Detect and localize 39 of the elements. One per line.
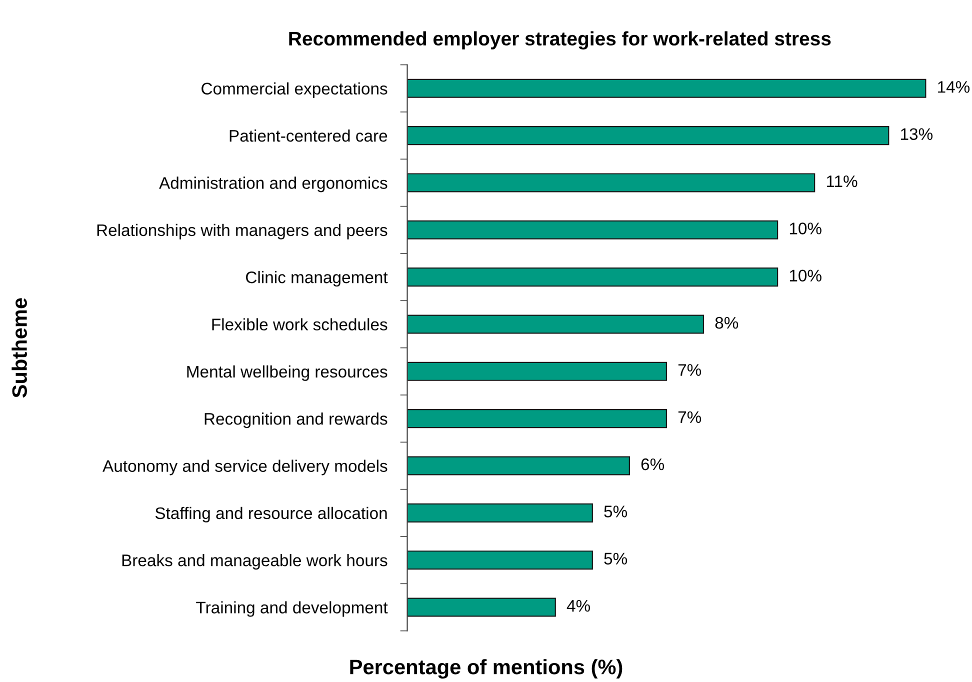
bar: [407, 503, 593, 522]
y-tick-label: Patient-centered care: [230, 130, 388, 142]
y-tick-label: Staffing and resource allocation: [155, 506, 387, 522]
bar: [407, 598, 556, 617]
y-tick-label: Clinic management: [246, 271, 388, 287]
y-tick-label: Recognition and rewards: [204, 412, 388, 428]
bar: [407, 456, 630, 476]
bar: [407, 409, 668, 428]
data-label: 7%: [678, 411, 702, 423]
data-label: 11%: [826, 175, 858, 188]
y-tick-label: Training and development: [196, 601, 388, 617]
data-label: 13%: [901, 128, 933, 140]
bar: [407, 173, 816, 192]
data-label: 5%: [604, 552, 628, 565]
bar: [407, 78, 926, 98]
chart-title: Recommended employer strategies for work-related stress: [289, 31, 831, 50]
bar: [407, 220, 778, 240]
data-label: 4%: [566, 600, 590, 612]
bar: [407, 268, 778, 287]
y-tick-label: Administration and ergonomics: [159, 176, 388, 192]
y-tick-label: Commercial expectations: [202, 82, 388, 98]
bar: [407, 314, 704, 334]
y-axis-title: Subtheme: [12, 298, 27, 398]
data-label: 14%: [938, 81, 970, 93]
x-axis-title: Percentage of mentions (%): [350, 659, 622, 679]
y-tick-label: Relationships with managers and peers: [97, 224, 388, 240]
data-label: 8%: [715, 316, 738, 329]
y-tick-label: Breaks and manageable work hours: [122, 554, 388, 570]
bar: [407, 362, 668, 381]
y-tick-label: Mental wellbeing resources: [187, 365, 388, 381]
data-label: 10%: [790, 222, 822, 234]
y-tick-label: Autonomy and service delivery models: [102, 460, 388, 476]
data-label: 10%: [790, 270, 822, 282]
data-label: 6%: [641, 458, 664, 470]
data-label: 5%: [604, 506, 628, 518]
bar: [407, 550, 593, 570]
data-label: 7%: [678, 364, 702, 376]
bar: [407, 126, 890, 146]
y-tick-label: Flexible work schedules: [212, 318, 388, 330]
